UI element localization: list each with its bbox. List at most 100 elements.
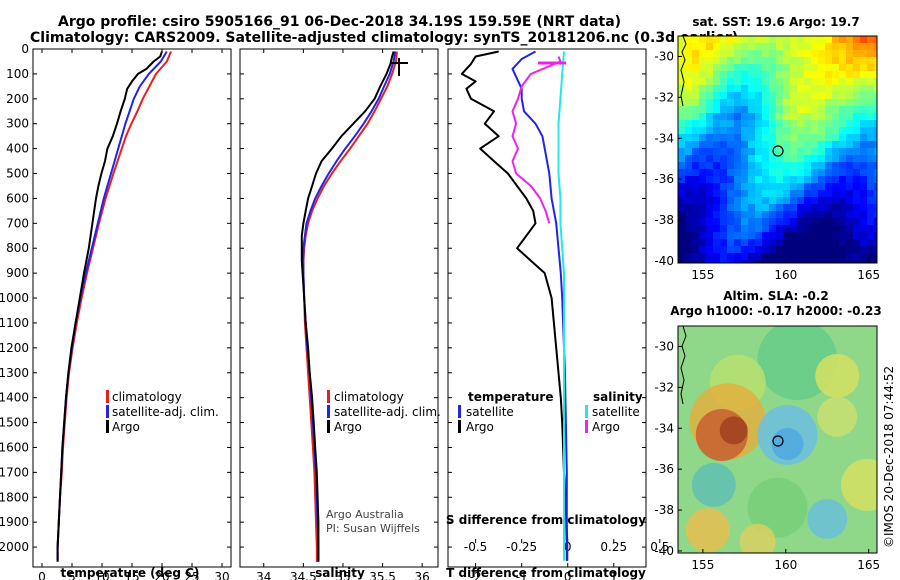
sst-cell	[748, 85, 755, 92]
sst-cell	[720, 239, 727, 246]
sst-cell	[706, 113, 713, 120]
sst-cell	[832, 162, 839, 169]
sst-cell	[853, 36, 860, 43]
sst-cell	[818, 127, 825, 134]
sst-cell	[769, 113, 776, 120]
sst-cell	[846, 239, 853, 246]
sst-cell	[776, 148, 783, 155]
sst-cell	[692, 113, 699, 120]
sst-cell	[692, 43, 699, 50]
sst-cell	[734, 197, 741, 204]
sst-cell	[825, 134, 832, 141]
sst-cell	[762, 134, 769, 141]
sst-cell	[853, 204, 860, 211]
sst-cell	[741, 190, 748, 197]
sst-cell	[867, 78, 874, 85]
sst-cell	[706, 197, 713, 204]
sst-cell	[699, 78, 706, 85]
sst-cell	[860, 36, 867, 43]
title-line-2: Climatology: CARS2009. Satellite-adjuste…	[30, 30, 738, 46]
sst-cell	[783, 148, 790, 155]
sst-cell	[727, 141, 734, 148]
sst-cell	[832, 134, 839, 141]
sst-cell	[846, 57, 853, 64]
sst-cell	[741, 141, 748, 148]
sst-cell	[685, 85, 692, 92]
sst-cell	[853, 211, 860, 218]
sst-cell	[727, 155, 734, 162]
sst-cell	[832, 239, 839, 246]
sst-cell	[692, 197, 699, 204]
sst-cell	[804, 183, 811, 190]
temperature-panel: 0100200300400500600700800900100011001200…	[0, 42, 232, 580]
series-line-temperature-satellite	[511, 50, 569, 561]
sst-cell	[804, 148, 811, 155]
sst-cell	[762, 197, 769, 204]
sst-cell	[846, 176, 853, 183]
sst-cell	[860, 50, 867, 57]
sst-cell	[853, 148, 860, 155]
sst-cell	[713, 43, 720, 50]
sst-cell	[741, 106, 748, 113]
legend-swatch-argo	[106, 420, 109, 433]
sst-cell	[839, 120, 846, 127]
sst-cell	[867, 106, 874, 113]
sst-cell	[699, 232, 706, 239]
sst-cell	[867, 64, 874, 71]
sst-cell	[783, 71, 790, 78]
sst-cell	[818, 232, 825, 239]
map-y-tick-label: -30	[654, 49, 674, 63]
sst-cell	[776, 85, 783, 92]
sst-cell	[762, 225, 769, 232]
sst-cell	[867, 92, 874, 99]
sst-cell	[846, 204, 853, 211]
sst-cell	[860, 246, 867, 253]
sst-cell	[685, 204, 692, 211]
sst-cell	[748, 120, 755, 127]
sst-cell	[755, 78, 762, 85]
sst-cell	[846, 113, 853, 120]
sst-cell	[804, 71, 811, 78]
sst-cell	[825, 155, 832, 162]
sst-cell	[853, 225, 860, 232]
sst-cell	[783, 113, 790, 120]
map-y-tick-label: -34	[654, 131, 674, 145]
sst-cell	[811, 43, 818, 50]
sst-cell	[762, 85, 769, 92]
sst-cell	[734, 253, 741, 260]
sst-cell	[699, 106, 706, 113]
sst-cell	[860, 127, 867, 134]
sst-cell	[860, 253, 867, 260]
sst-cell	[678, 155, 685, 162]
sst-cell	[762, 232, 769, 239]
sst-cell	[776, 218, 783, 225]
sst-cell	[804, 78, 811, 85]
sst-cell	[713, 127, 720, 134]
sst-cell	[727, 113, 734, 120]
sst-cell	[720, 78, 727, 85]
sst-cell	[720, 106, 727, 113]
sst-cell	[727, 57, 734, 64]
sst-cell	[839, 204, 846, 211]
sst-cell	[685, 120, 692, 127]
sst-cell	[706, 43, 713, 50]
x-tick-label: 10	[94, 570, 109, 580]
sst-cell	[692, 190, 699, 197]
sst-cell	[741, 176, 748, 183]
sst-cell	[678, 260, 685, 263]
sst-cell	[706, 64, 713, 71]
sst-cell	[790, 218, 797, 225]
sst-cell	[860, 239, 867, 246]
sst-cell	[853, 155, 860, 162]
sst-cell	[776, 232, 783, 239]
sst-cell	[825, 43, 832, 50]
sst-cell	[734, 148, 741, 155]
sst-cell	[867, 183, 874, 190]
sst-cell	[783, 106, 790, 113]
sst-cell	[874, 85, 877, 92]
sst-cell	[790, 92, 797, 99]
sst-cell	[832, 218, 839, 225]
sst-cell	[874, 134, 877, 141]
sst-cell	[762, 190, 769, 197]
sst-cell	[769, 85, 776, 92]
